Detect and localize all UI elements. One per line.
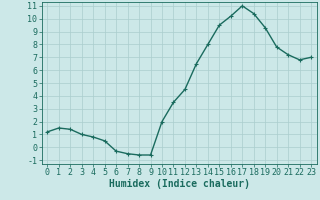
X-axis label: Humidex (Indice chaleur): Humidex (Indice chaleur) [109, 179, 250, 189]
